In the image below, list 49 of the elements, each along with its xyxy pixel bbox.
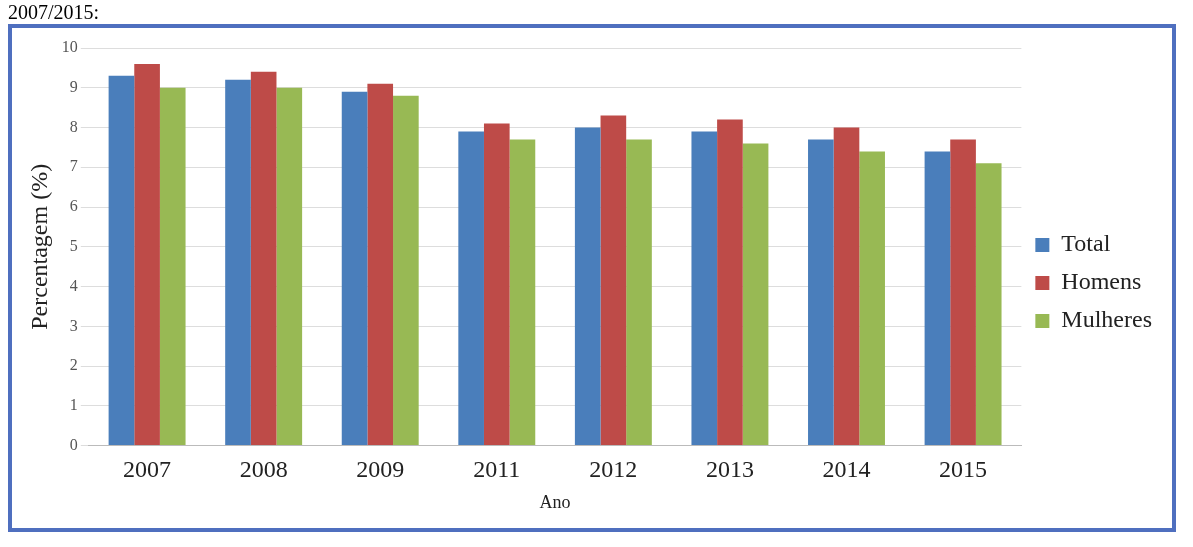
y-tick-label: 3 xyxy=(69,316,78,334)
x-tick-label: 2008 xyxy=(239,456,288,483)
x-tick-label: 2013 xyxy=(705,456,754,483)
bar xyxy=(833,127,860,446)
y-tick-label: 9 xyxy=(69,77,78,95)
bar xyxy=(626,139,652,446)
legend-label: Mulheres xyxy=(1061,306,1153,333)
bar xyxy=(458,131,484,446)
y-tick-label: 0 xyxy=(69,435,78,453)
x-tick-label: 2015 xyxy=(939,456,988,483)
legend-label: Total xyxy=(1061,230,1111,257)
bar xyxy=(276,87,303,446)
bar xyxy=(924,151,951,446)
y-tick-label: 4 xyxy=(69,276,78,294)
bar xyxy=(341,91,368,446)
bar xyxy=(950,139,976,446)
bar xyxy=(600,115,627,446)
bar xyxy=(717,119,743,446)
y-tick-label: 6 xyxy=(69,197,78,215)
text: 2007/2015: xyxy=(8,1,101,23)
x-tick-label: 2012 xyxy=(589,456,638,483)
x-axis-title: Ano xyxy=(539,491,571,512)
bar xyxy=(108,75,135,446)
x-tick-label: 2014 xyxy=(822,456,871,483)
x-tick-label: 2009 xyxy=(356,456,405,483)
y-tick-label: 10 xyxy=(61,38,78,56)
bar xyxy=(574,127,601,446)
legend-label: Homens xyxy=(1061,268,1142,295)
bar xyxy=(975,163,1002,446)
y-axis-title: Percentagem (%) xyxy=(25,163,52,330)
bar xyxy=(808,139,834,446)
y-tick-label: 5 xyxy=(69,237,78,254)
bar xyxy=(159,87,186,446)
y-tick-label: 1 xyxy=(69,396,78,414)
bar xyxy=(393,95,419,446)
bar xyxy=(509,139,536,446)
bar xyxy=(483,123,510,446)
bar xyxy=(742,143,769,446)
bar xyxy=(134,63,160,446)
bar xyxy=(250,71,277,446)
y-tick-label: 8 xyxy=(69,117,78,135)
bar xyxy=(367,83,394,446)
x-tick-label: 2007 xyxy=(123,456,172,483)
y-tick-label: 2 xyxy=(69,356,78,374)
bar xyxy=(859,151,885,446)
x-tick-label: 2011 xyxy=(473,456,521,483)
bar xyxy=(691,131,718,446)
bar xyxy=(225,79,251,446)
y-tick-label: 7 xyxy=(69,157,78,175)
